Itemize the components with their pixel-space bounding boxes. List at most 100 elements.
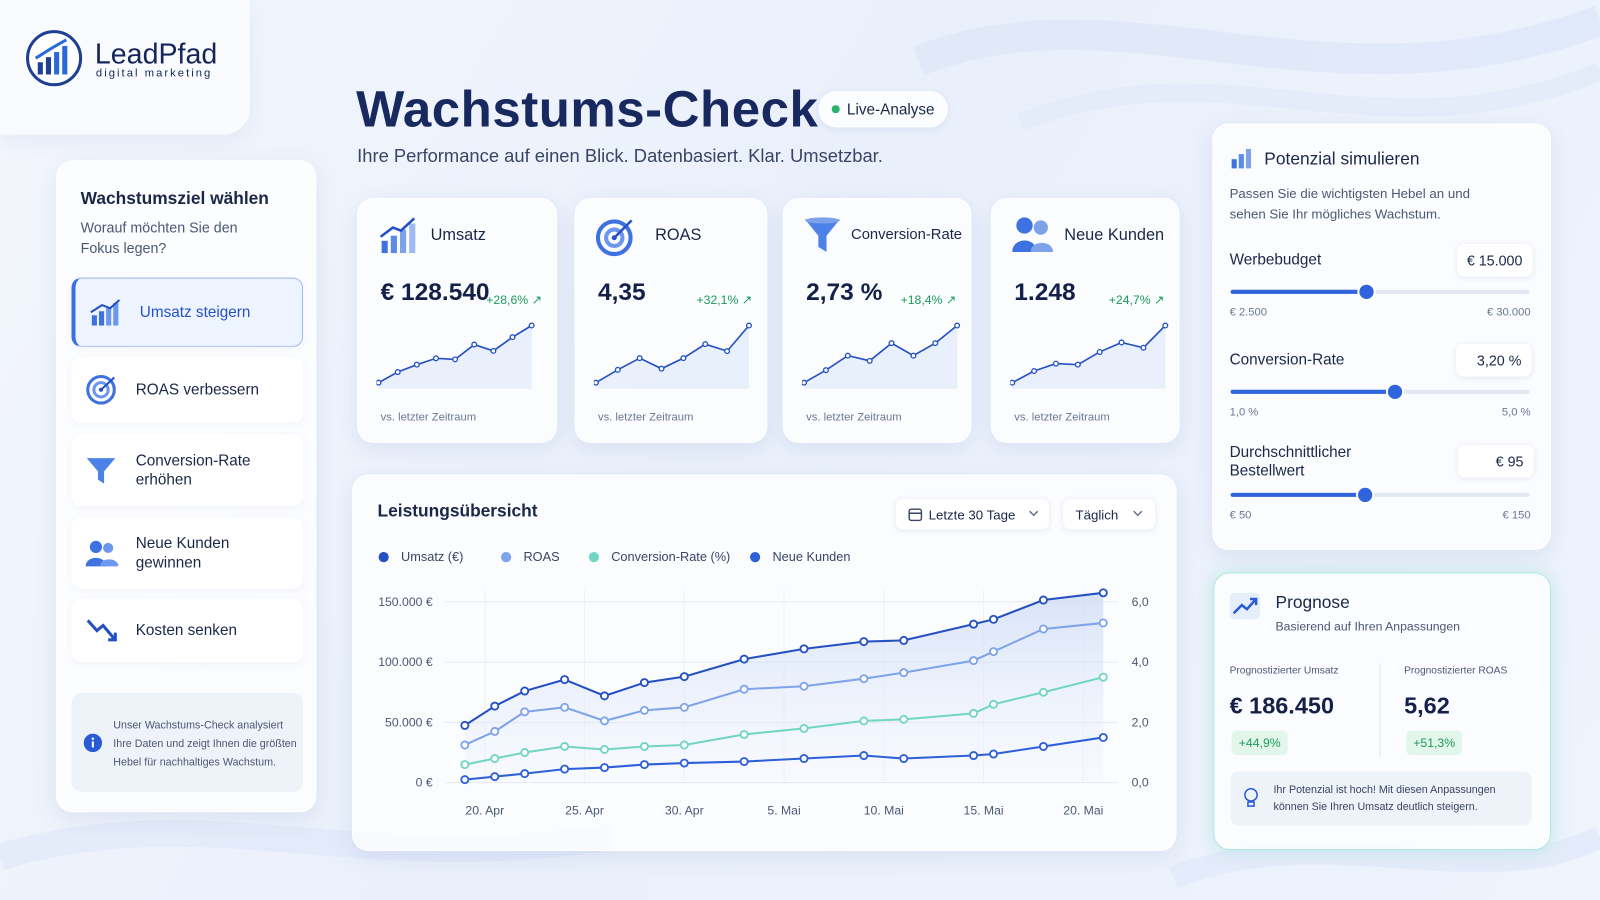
sparkline-point bbox=[528, 322, 535, 329]
data-point bbox=[520, 748, 530, 758]
data-point bbox=[679, 758, 689, 768]
slider-fill bbox=[1230, 389, 1396, 394]
data-point bbox=[600, 763, 609, 773]
data-point bbox=[490, 701, 500, 711]
chart-title: Leistungsübersicht bbox=[377, 501, 538, 521]
data-point bbox=[1098, 732, 1108, 742]
status-dot bbox=[831, 105, 840, 114]
slider[interactable] bbox=[1230, 485, 1531, 505]
kpi-card: Conversion-Rate 2,73 % +18,4% ↗ vs. letz… bbox=[782, 197, 972, 443]
y2-tick-label: 4,0 bbox=[1132, 655, 1149, 669]
calendar-icon bbox=[908, 508, 923, 522]
kpi-footnote: vs. letzter Zeitraum bbox=[380, 411, 477, 424]
slider-min: 1,0 % bbox=[1229, 406, 1259, 419]
sparkline-point bbox=[376, 379, 382, 386]
page-title: Wachstums-Check bbox=[356, 80, 819, 138]
page-subtitle: Ihre Performance auf einen Blick. Datenb… bbox=[357, 145, 883, 167]
data-point bbox=[679, 702, 689, 712]
dropdown-text: Täglich bbox=[1075, 507, 1119, 523]
data-point bbox=[679, 740, 689, 750]
sparkline-point bbox=[745, 322, 752, 329]
data-point bbox=[739, 757, 749, 767]
data-point bbox=[1038, 741, 1048, 751]
goal-label: ROAS verbessern bbox=[135, 381, 260, 399]
sparkline-point bbox=[1074, 361, 1081, 368]
data-point bbox=[799, 723, 809, 733]
slider-value[interactable]: € 15.000 bbox=[1457, 243, 1533, 277]
sparkline-point bbox=[1140, 344, 1147, 351]
sparkline-point bbox=[1162, 322, 1169, 329]
data-point bbox=[1038, 624, 1048, 634]
icon bbox=[85, 540, 119, 567]
goal-label: Kosten senken bbox=[135, 621, 237, 640]
sparkline-point bbox=[1118, 339, 1125, 346]
goal-option[interactable]: Neue Kunden gewinnen bbox=[71, 517, 304, 589]
data-point bbox=[989, 699, 999, 709]
kpi-label: Umsatz bbox=[430, 226, 486, 244]
sparkline-point bbox=[932, 340, 939, 347]
kpi-change: +24,7% ↗ bbox=[1108, 292, 1165, 308]
badge-text: Live-Analyse bbox=[846, 101, 935, 119]
slider-label: Werbebudget bbox=[1229, 251, 1322, 269]
goal-option[interactable]: Kosten senken bbox=[71, 598, 304, 663]
sparkline-point bbox=[1031, 367, 1038, 375]
forecast-title: Prognose bbox=[1275, 592, 1350, 613]
sparkline-line bbox=[1011, 324, 1166, 384]
data-point bbox=[460, 720, 470, 730]
goal-option[interactable]: ROAS verbessern bbox=[71, 357, 304, 423]
goal-title: Wachstumsziel wählen bbox=[80, 188, 269, 209]
y-tick-label: 100.000 € bbox=[378, 655, 433, 669]
slider-fill bbox=[1230, 492, 1366, 497]
forecast-label: Prognostizierter Umsatz bbox=[1229, 665, 1339, 677]
legend-item: Umsatz (€) bbox=[378, 550, 463, 564]
legend-label: ROAS bbox=[523, 549, 560, 565]
slider-value[interactable]: 3,20 % bbox=[1456, 343, 1532, 377]
sparkline-point bbox=[866, 357, 873, 364]
forecast-value: 5,62 bbox=[1404, 691, 1450, 719]
data-point bbox=[490, 754, 500, 764]
data-point bbox=[899, 754, 909, 764]
kpi-footnote: vs. letzter Zeitraum bbox=[597, 411, 694, 424]
slider[interactable] bbox=[1230, 282, 1531, 302]
data-point bbox=[969, 708, 979, 718]
data-point bbox=[639, 705, 649, 715]
note-text: Ihr Potenzial ist hoch! Mit diesen Anpas… bbox=[1273, 783, 1496, 814]
x-tick-label: 10. Mai bbox=[864, 803, 904, 817]
sparkline-point bbox=[593, 379, 599, 386]
y2-tick-label: 2,0 bbox=[1132, 715, 1149, 729]
kpi-value: 4,35 bbox=[597, 278, 646, 307]
info-text: Unser Wachstums-Check analysiert Ihre Da… bbox=[113, 719, 297, 769]
sparkline-point bbox=[658, 365, 665, 372]
divider bbox=[1379, 663, 1381, 758]
sparkline bbox=[376, 322, 535, 389]
kpi-label: Neue Kunden bbox=[1064, 226, 1165, 244]
data-point bbox=[490, 772, 500, 782]
data-point bbox=[859, 716, 869, 726]
data-point bbox=[739, 684, 749, 694]
goal-option[interactable]: Umsatz steigern bbox=[71, 277, 304, 347]
sparkline-point bbox=[724, 348, 731, 355]
line-chart: 0 € 50.000 € 100.000 € 150.000 € 0,0 2,0 4,0 6,… bbox=[378, 588, 1149, 817]
kpi-change-text: +28,6% bbox=[486, 292, 529, 308]
kpi-change-text: +18,4% bbox=[900, 292, 943, 308]
data-point bbox=[1098, 618, 1108, 628]
slider-value[interactable]: € 95 bbox=[1458, 444, 1534, 478]
slider[interactable] bbox=[1230, 382, 1531, 402]
legend-swatch bbox=[588, 552, 599, 563]
data-point bbox=[520, 769, 530, 779]
sparkline-point bbox=[452, 356, 459, 363]
data-point bbox=[600, 745, 609, 754]
data-point bbox=[460, 775, 470, 785]
data-point bbox=[490, 726, 500, 736]
sparkline-point bbox=[1010, 379, 1016, 386]
goal-option[interactable]: Conversion-Rate erhöhen bbox=[71, 434, 304, 507]
forecast-card: Prognose Basierend auf Ihren Anpassungen… bbox=[1213, 572, 1552, 850]
interval-dropdown[interactable]: Täglich bbox=[1063, 498, 1156, 530]
range-dropdown[interactable]: Letzte 30 Tage bbox=[895, 498, 1049, 530]
bulb-icon bbox=[1244, 788, 1258, 807]
goal-label: Neue Kunden gewinnen bbox=[135, 534, 230, 572]
icon bbox=[805, 217, 840, 253]
sparkline bbox=[1010, 322, 1169, 389]
kpi-change: +32,1% ↗ bbox=[696, 292, 753, 308]
